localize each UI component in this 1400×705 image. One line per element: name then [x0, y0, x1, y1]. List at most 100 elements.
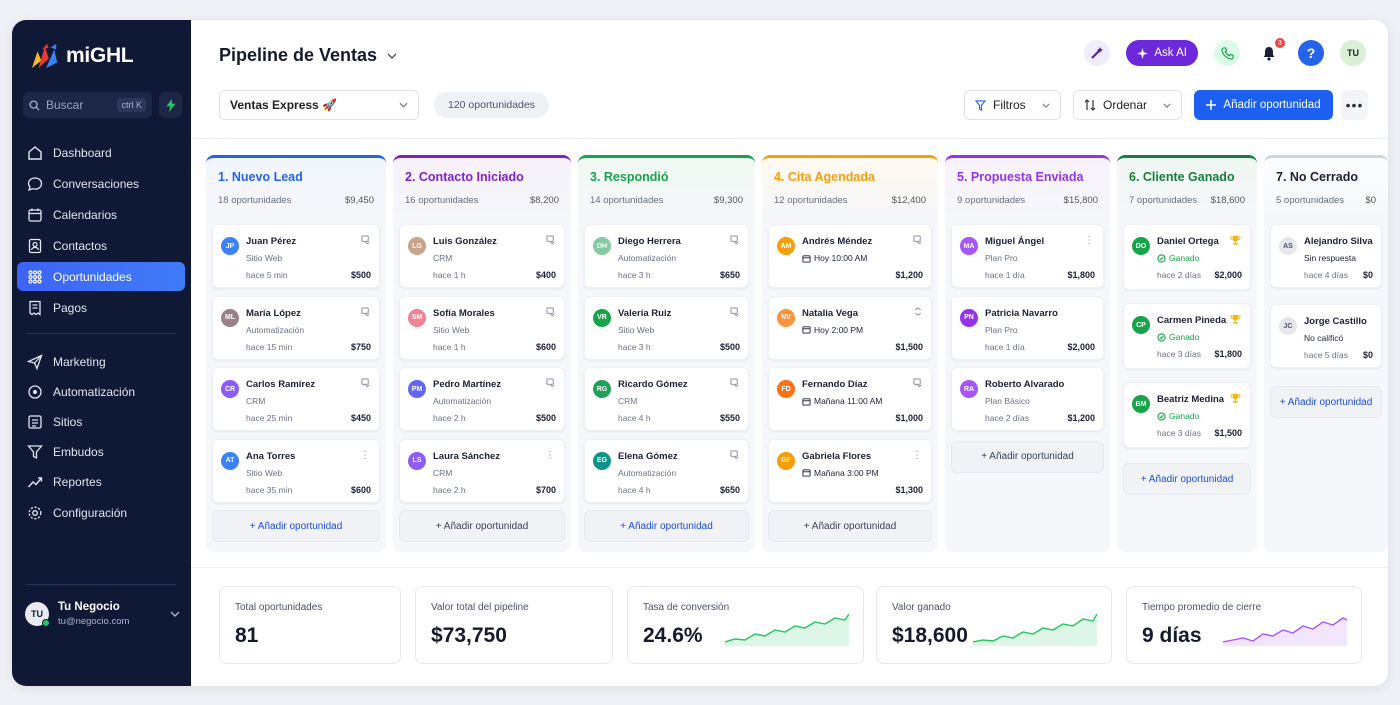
opportunity-card[interactable]: CP Carmen Pineda Ganado hace 3 días $1,800	[1123, 303, 1251, 369]
add-opportunity-button[interactable]: Añadir oportunidad	[1194, 90, 1333, 120]
convert-icon[interactable]	[730, 306, 739, 318]
opportunity-card[interactable]: MA Miguel Ángel Plan Pro hace 1 día $1,800 ⋮	[951, 224, 1104, 288]
trophy-icon[interactable]	[1230, 393, 1241, 406]
contact-name: María López	[246, 307, 301, 319]
sidebar-item-reportes[interactable]: Reportes	[17, 468, 185, 497]
sidebar-item-conversaciones[interactable]: Conversaciones	[17, 169, 185, 198]
more-icon[interactable]: ⋮	[1084, 235, 1094, 246]
add-opportunity-column-button[interactable]: + Añadir oportunidad	[1270, 386, 1382, 418]
convert-icon[interactable]	[730, 449, 739, 461]
convert-icon[interactable]	[913, 235, 922, 246]
notifications-button[interactable]: 3	[1256, 37, 1286, 66]
more-icon[interactable]: ⋮	[912, 449, 922, 461]
sidebar-item-dashboard[interactable]: Dashboard	[17, 138, 185, 167]
page-title[interactable]: Pipeline de Ventas	[219, 45, 397, 66]
sidebar-item-contactos[interactable]: Contactos	[17, 231, 185, 260]
opportunity-card[interactable]: AM Andrés Méndez Hoy 10:00 AM $1,200	[768, 224, 932, 288]
chevron-down-icon	[170, 611, 180, 617]
opportunity-card[interactable]: RA Roberto Alvarado Plan Básico hace 2 días…	[951, 367, 1104, 431]
add-opportunity-column-button[interactable]: + Añadir oportunidad	[212, 510, 380, 542]
help-button[interactable]: ?	[1298, 40, 1324, 66]
opportunity-card[interactable]: FD Fernando Díaz Mañana 11:00 AM $1,000	[768, 367, 932, 431]
opportunity-card[interactable]: CR Carlos Ramírez CRM hace 25 min $450	[212, 367, 380, 431]
convert-icon[interactable]	[546, 306, 555, 318]
sidebar-item-oportunidades[interactable]: Oportunidades	[17, 262, 185, 291]
sidebar-item-label: Conversaciones	[53, 176, 140, 191]
opportunity-card[interactable]: LS Laura Sánchez CRM hace 2 h $700 ⋮	[399, 438, 565, 503]
sidebar-item-automatizacion[interactable]: Automatización	[17, 377, 185, 406]
sidebar-item-sitios[interactable]: Sitios	[17, 407, 185, 436]
opportunity-value: $700	[535, 484, 556, 495]
convert-icon[interactable]	[913, 378, 922, 389]
convert-icon[interactable]	[730, 378, 739, 389]
opportunity-card[interactable]: AS Alejandro Silva Sin respuesta hace 4 día…	[1270, 224, 1382, 288]
more-icon[interactable]: ⋮	[545, 449, 555, 461]
check-circle-icon	[1157, 253, 1166, 263]
convert-icon[interactable]	[730, 235, 739, 246]
opportunity-card[interactable]: RG Ricardo Gómez CRM hace 4 h $550	[584, 367, 749, 431]
ask-ai-button[interactable]: Ask AI	[1126, 40, 1198, 66]
add-opportunity-column-button[interactable]: + Añadir oportunidad	[1123, 463, 1251, 495]
opportunity-card[interactable]: PN Patricia Navarro Plan Pro hace 1 día $2,0…	[951, 295, 1104, 360]
column-header[interactable]: 4. Cita Agendada 12 oportunidades $12,400	[762, 158, 938, 218]
sidebar-item-embudos[interactable]: Embudos	[17, 438, 185, 467]
column-header[interactable]: 7. No Cerrado 5 oportunidades $0	[1264, 158, 1388, 218]
opportunity-card[interactable]: JC Jorge Castillo No calificó hace 5 días $0	[1270, 304, 1382, 368]
lead-source: CRM	[433, 467, 453, 478]
sidebar-item-marketing[interactable]: Marketing	[17, 347, 185, 376]
more-options-button[interactable]: •••	[1341, 90, 1368, 120]
opportunity-card[interactable]: JP Juan Pérez Sitio Web hace 5 min $500	[212, 224, 380, 288]
trophy-icon[interactable]	[1230, 314, 1241, 327]
add-opportunity-column-button[interactable]: + Añadir oportunidad	[951, 440, 1104, 473]
column-header[interactable]: 2. Contacto Iniciado 16 oportunidades $8,2…	[393, 158, 571, 218]
convert-icon[interactable]	[361, 378, 370, 389]
opportunity-card[interactable]: DO Daniel Ortega Ganado hace 2 días $2,000	[1123, 224, 1251, 290]
add-opportunity-column-button[interactable]: + Añadir oportunidad	[584, 510, 749, 542]
won-status: Ganado	[1157, 253, 1199, 263]
opportunity-card[interactable]: LG Luis González CRM hace 1 h $400	[399, 224, 565, 288]
more-icon[interactable]: ⋮	[360, 449, 370, 461]
time-ago: hace 4 h	[618, 484, 651, 495]
phone-button[interactable]	[1214, 40, 1240, 66]
lead-source: Sitio Web	[246, 467, 283, 478]
column-header[interactable]: 1. Nuevo Lead 18 oportunidades $9,450	[206, 158, 386, 218]
opportunity-value: $0	[1362, 270, 1373, 280]
column-header[interactable]: 6. Cliente Ganado 7 oportunidades $18,600	[1117, 158, 1257, 218]
magic-wand-button[interactable]	[1084, 40, 1111, 66]
user-menu[interactable]: TU Tu Negocio tu@negocio.com	[25, 601, 180, 627]
sidebar-item-configuracion[interactable]: Configuración	[17, 498, 185, 527]
opportunity-card[interactable]: AT Ana Torres Sitio Web hace 35 min $600 ⋮	[212, 438, 380, 503]
search-box[interactable]: Buscar ctrl K	[23, 92, 152, 118]
column-header[interactable]: 3. Respondió 14 oportunidades $9,300	[578, 158, 755, 218]
sort-icon[interactable]	[914, 306, 922, 318]
opportunities-count-pill: 120 oportunidades	[434, 92, 549, 118]
brand-logo[interactable]: miGHL	[30, 42, 134, 70]
opportunity-card[interactable]: VR Valeria Ruiz Sitio Web hace 3 h $500	[584, 295, 749, 360]
contact-avatar: PM	[408, 380, 426, 398]
opportunity-card[interactable]: EG Elena Gómez Automatización hace 4 h $650	[584, 438, 749, 503]
pipeline-select[interactable]: Ventas Express 🚀	[219, 90, 419, 120]
column-header[interactable]: 5. Propuesta Enviada 9 oportunidades $15,8…	[945, 158, 1110, 218]
convert-icon[interactable]	[361, 306, 370, 318]
opportunity-card[interactable]: GF Gabriela Flores Mañana 3:00 PM $1,300 ⋮	[768, 438, 932, 503]
quick-action-button[interactable]	[159, 92, 182, 118]
convert-icon[interactable]	[546, 235, 555, 246]
trophy-icon[interactable]	[1230, 235, 1241, 248]
opportunity-card[interactable]: SM Sofía Morales Sitio Web hace 1 h $600	[399, 295, 565, 360]
contact-avatar: NV	[777, 308, 795, 327]
opportunity-card[interactable]: BM Beatriz Medina Ganado hace 3 días $1,500	[1123, 382, 1251, 448]
sidebar-item-pagos[interactable]: Pagos	[17, 293, 185, 322]
sort-button[interactable]: Ordenar	[1073, 90, 1182, 120]
opportunity-card[interactable]: DH Diego Herrera Automatización hace 3 h $65…	[584, 224, 749, 288]
convert-icon[interactable]	[361, 235, 370, 246]
opportunity-card[interactable]: PM Pedro Martínez Automatización hace 2 h $5…	[399, 367, 565, 431]
opportunity-card[interactable]: NV Natalia Vega Hoy 2:00 PM $1,500	[768, 295, 932, 360]
add-opportunity-column-button[interactable]: + Añadir oportunidad	[768, 510, 932, 542]
convert-icon[interactable]	[546, 378, 555, 389]
filters-button[interactable]: Filtros	[964, 90, 1061, 120]
header-avatar[interactable]: TU	[1340, 40, 1366, 66]
opportunity-card[interactable]: ML María López Automatización hace 15 min $7…	[212, 295, 380, 360]
sidebar-item-calendarios[interactable]: Calendarios	[17, 200, 185, 229]
contact-name: Ana Torres	[246, 450, 296, 462]
add-opportunity-column-button[interactable]: + Añadir oportunidad	[399, 510, 565, 542]
